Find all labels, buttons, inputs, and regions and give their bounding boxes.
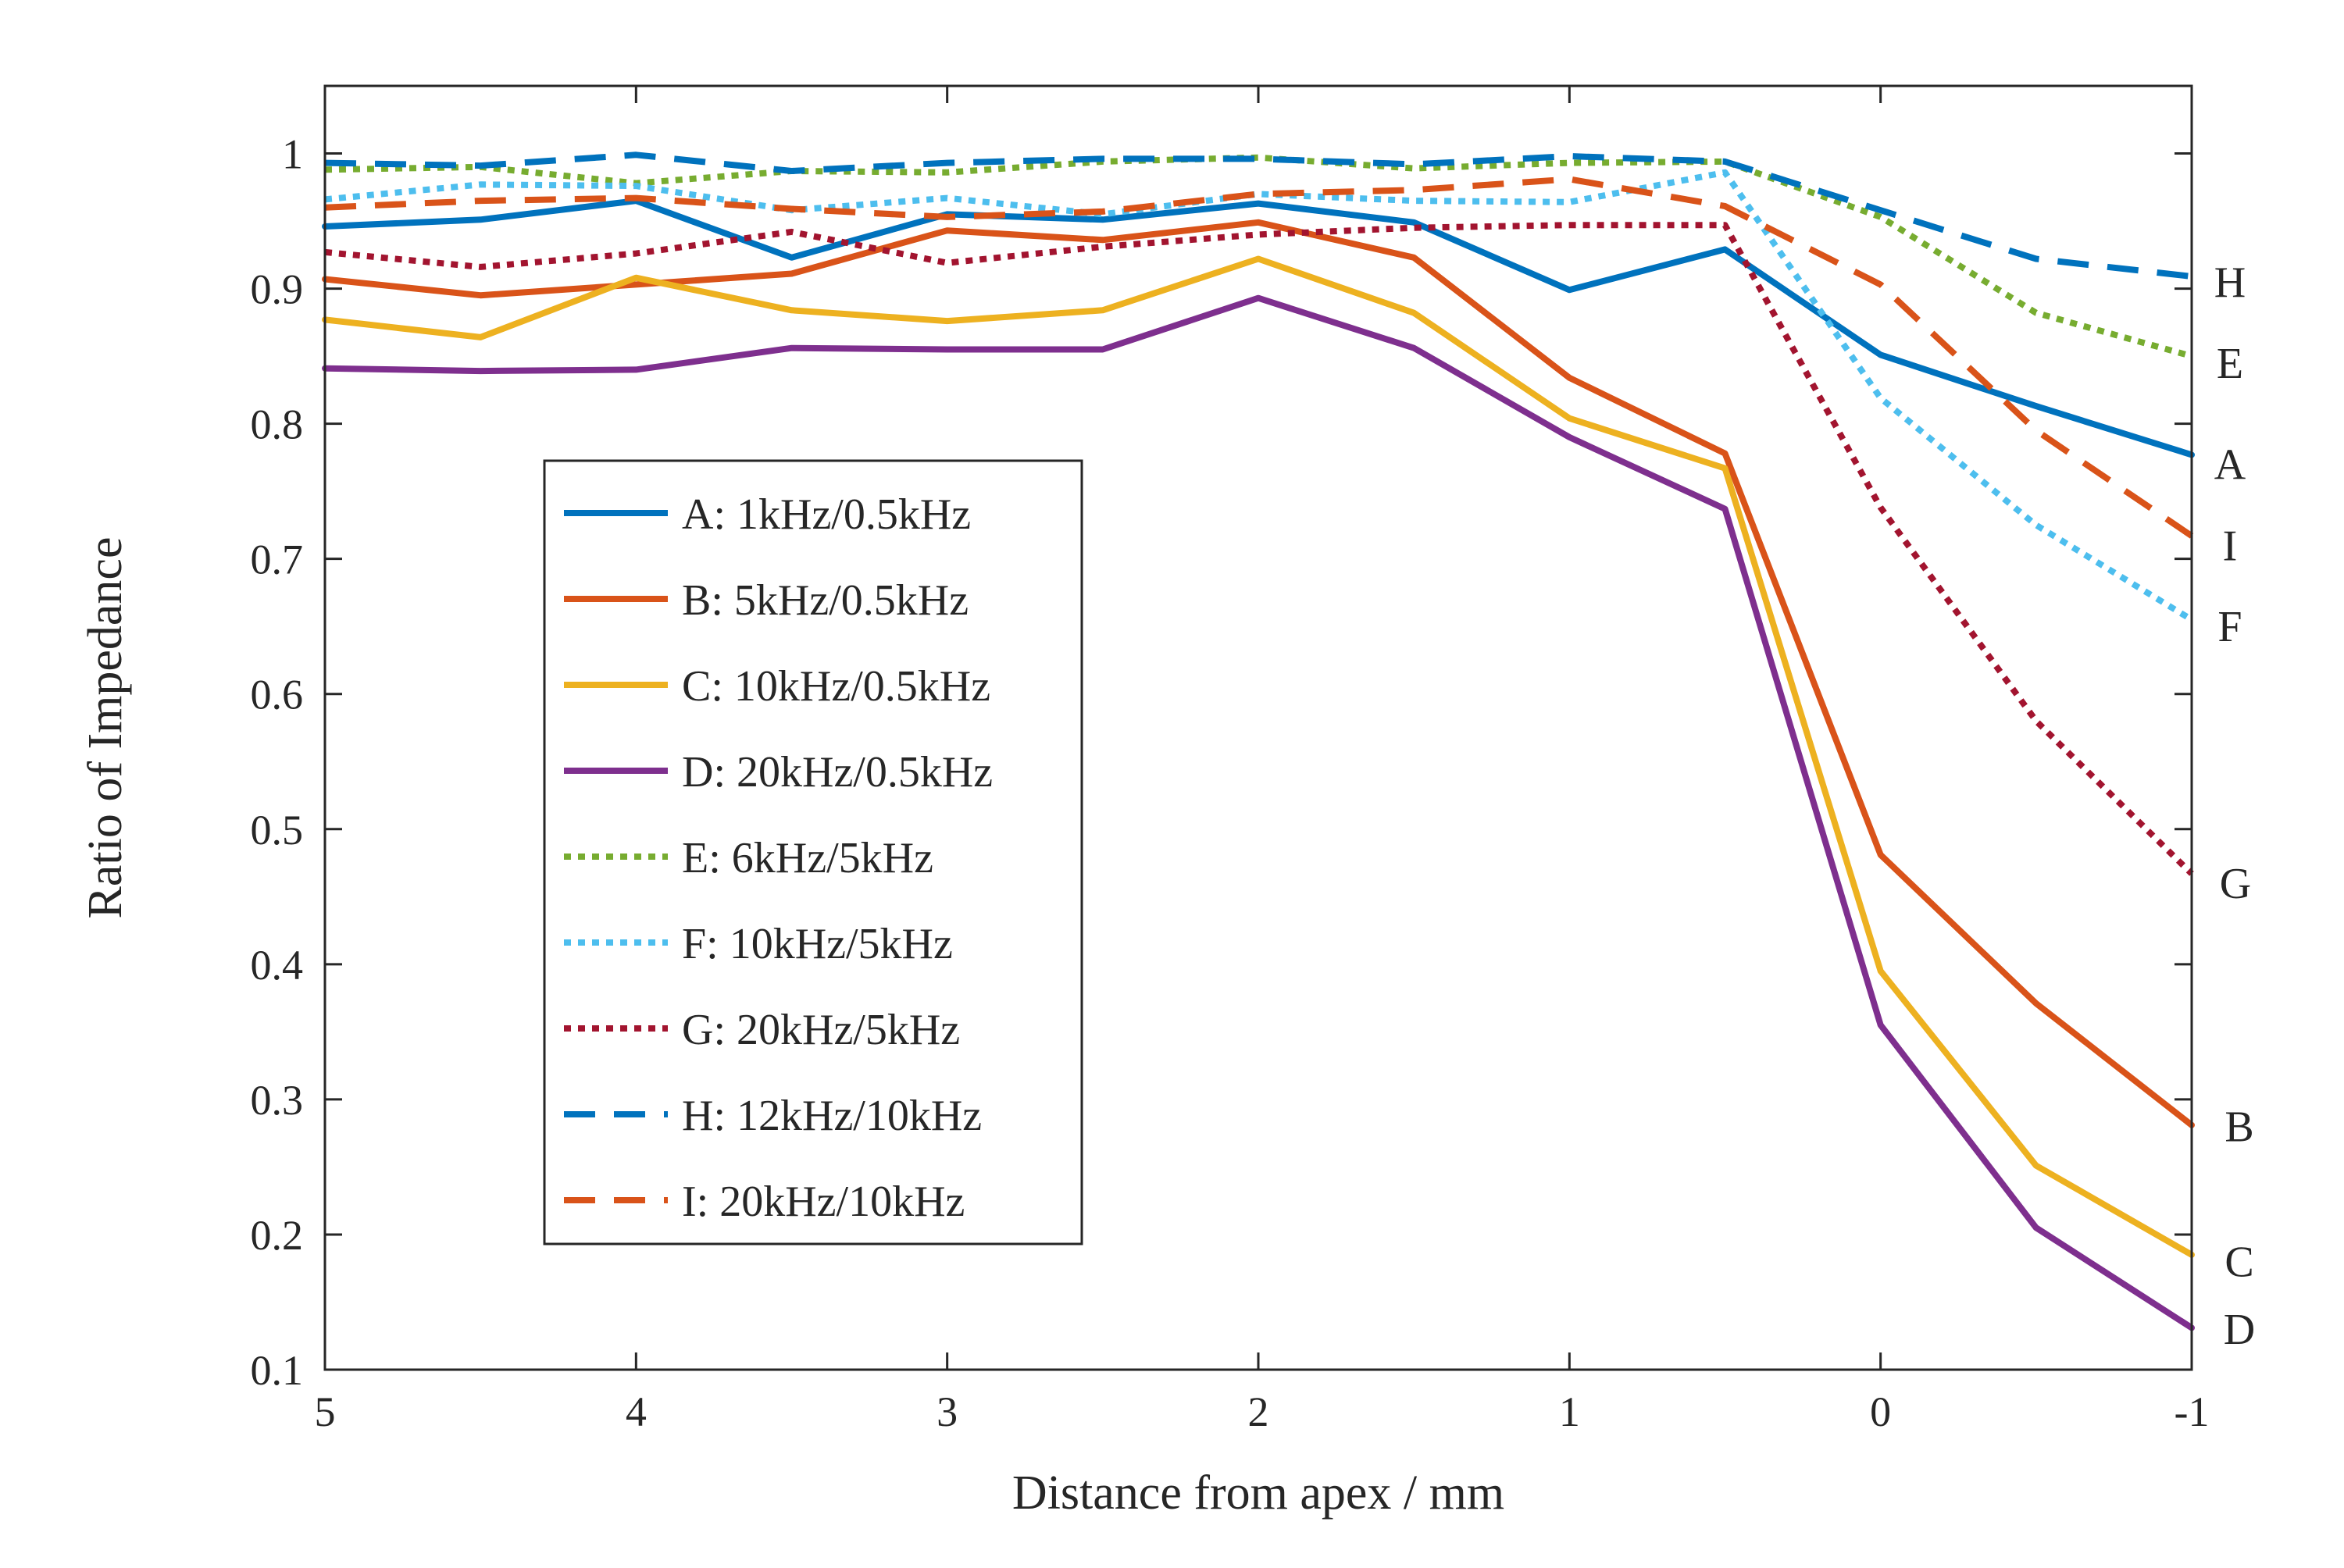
x-tick-label: 5 [315, 1388, 336, 1435]
end-label-a: A [2214, 441, 2246, 490]
y-tick-label: 0.1 [251, 1347, 304, 1394]
series-line-i [324, 176, 2194, 539]
end-label-g: G [2220, 860, 2251, 908]
legend-label-d: D: 20kHz/0.5kHz [682, 748, 993, 796]
end-label-c: C [2224, 1238, 2253, 1287]
y-tick-label: 0.4 [251, 942, 304, 989]
x-axis-label: Distance from apex / mm [1012, 1466, 1504, 1520]
x-tick-label: 0 [1870, 1388, 1891, 1435]
legend-label-h: H: 12kHz/10kHz [682, 1092, 982, 1140]
end-label-f: F [2217, 603, 2242, 651]
end-label-i: I [2223, 522, 2238, 570]
legend-label-b: B: 5kHz/0.5kHz [682, 576, 969, 625]
y-axis-label: Ratio of Impedance [79, 537, 132, 919]
legend-label-e: E: 6kHz/5kHz [682, 834, 933, 882]
series-layer [322, 151, 2195, 1331]
end-label-b: B [2224, 1103, 2253, 1152]
y-tick-label: 0.5 [251, 807, 304, 853]
legend-label-i: I: 20kHz/10kHz [682, 1178, 965, 1226]
series-line-g [324, 222, 2194, 876]
x-tick-label: 4 [626, 1388, 647, 1435]
y-tick-label: 0.7 [251, 536, 304, 583]
end-label-layer: A B CD E F G H I [2214, 258, 2255, 1354]
y-tick-label: 0.2 [251, 1212, 304, 1259]
series-line-b [322, 219, 2195, 1128]
legend: A: 1kHz/0.5kHz B: 5kHz/0.5kHz C: 10kHz/0.5… [543, 459, 1083, 1245]
y-tick-label: 0.6 [251, 672, 304, 718]
y-tick-label: 0.3 [251, 1077, 304, 1124]
legend-label-g: G: 20kHz/5kHz [682, 1006, 960, 1054]
y-tick-label: 0.8 [251, 401, 304, 448]
end-label-h: H [2214, 258, 2246, 307]
end-label-e: E [2217, 340, 2243, 388]
series-line-f [324, 169, 2194, 623]
legend-entries: A: 1kHz/0.5kHz B: 5kHz/0.5kHz C: 10kHz/0.5… [564, 490, 993, 1226]
series-line-d [322, 294, 2195, 1331]
x-tick-label: 3 [937, 1388, 958, 1435]
legend-label-a: A: 1kHz/0.5kHz [682, 490, 971, 539]
x-tick-label: 2 [1248, 1388, 1269, 1435]
x-tick-label: -1 [2175, 1388, 2210, 1435]
x-tick-label: 1 [1559, 1388, 1580, 1435]
series-line-c [322, 255, 2195, 1258]
end-label-d: D [2224, 1306, 2255, 1354]
legend-label-c: C: 10kHz/0.5kHz [682, 662, 990, 711]
series-line-h [324, 151, 2192, 280]
y-tick-label: 0.9 [251, 266, 304, 313]
ticks-layer: 5 4 3 2 1 0 -1 0.1 0.2 0.3 0.4 0.5 0.6 0.7 0.8 0.9 1 [251, 86, 2210, 1435]
y-tick-label: 1 [282, 131, 303, 178]
legend-label-f: F: 10kHz/5kHz [682, 920, 953, 968]
